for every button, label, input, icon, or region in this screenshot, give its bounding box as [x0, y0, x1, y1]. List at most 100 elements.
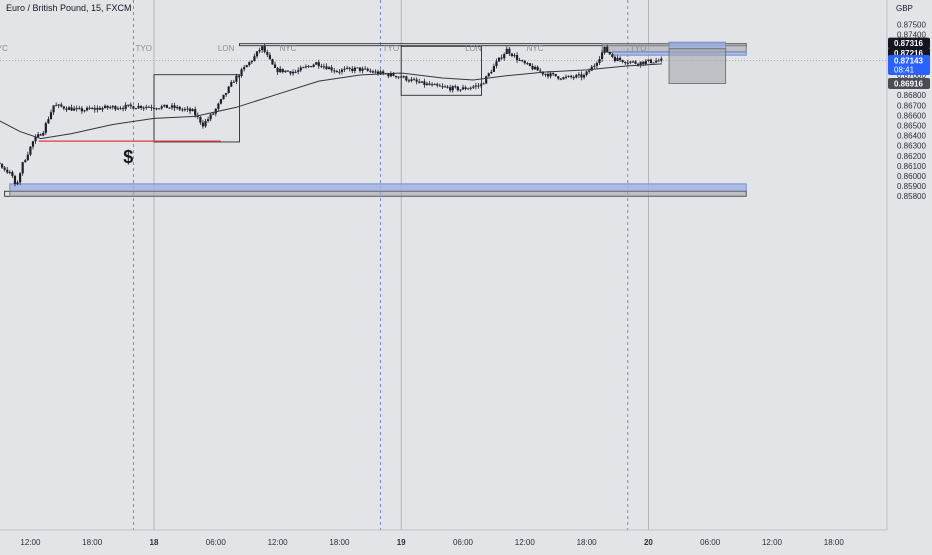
x-tick-label: 12:00 — [268, 538, 289, 547]
currency-label: GBP — [896, 4, 913, 13]
candle-body — [474, 85, 477, 87]
candle-body — [459, 89, 462, 91]
price-tag — [888, 55, 930, 76]
x-tick-label: 19 — [397, 538, 406, 547]
candle-body — [467, 88, 470, 90]
candle-body — [114, 106, 117, 110]
x-tick-label: 06:00 — [453, 538, 474, 547]
y-tick-label: 0.87000 — [897, 71, 926, 80]
candle-body — [122, 108, 125, 110]
candle-body — [245, 65, 248, 68]
candle-body — [492, 66, 495, 72]
candle-body — [85, 107, 89, 111]
zone-blue — [9, 183, 747, 192]
candle-body — [652, 62, 655, 64]
candle-body — [11, 171, 14, 176]
candle-body — [91, 108, 94, 110]
candle-body — [75, 108, 78, 110]
candle-body — [436, 84, 439, 86]
candle-body — [582, 75, 586, 78]
candle-body — [39, 134, 42, 136]
candle-body — [255, 51, 259, 57]
candle-body — [590, 66, 593, 71]
candle-body — [37, 134, 40, 138]
candle-body — [49, 112, 53, 120]
candle-body — [510, 53, 514, 56]
candle-body — [188, 108, 192, 112]
candle-body — [446, 86, 449, 88]
candle-body — [487, 73, 490, 77]
candle-body — [546, 73, 550, 77]
candle-body — [495, 61, 498, 67]
x-tick-label: 18:00 — [82, 538, 103, 547]
candle-body — [624, 62, 627, 64]
candle-body — [338, 71, 341, 73]
plot-layer: $ NYC TYO LON NYC TYO LON NYC TYO — [0, 0, 887, 530]
candle-body — [276, 67, 279, 73]
candle-body — [52, 105, 55, 113]
candle-body — [328, 67, 331, 70]
candle-body — [382, 71, 385, 74]
candle-body — [508, 48, 511, 54]
candle-body — [552, 73, 555, 75]
candle-body — [526, 63, 529, 65]
candle-body — [485, 76, 488, 84]
candle-body — [80, 108, 83, 112]
candle-body — [235, 75, 238, 82]
candle-body — [93, 108, 96, 110]
candle-body — [629, 61, 632, 63]
candle-body — [8, 171, 11, 173]
candle-body — [96, 107, 99, 110]
y-tick-label: 0.86000 — [897, 172, 926, 181]
session-label: TYO — [135, 44, 151, 53]
candle-body — [304, 66, 308, 68]
candle-body — [415, 79, 418, 82]
x-tick-label: 18 — [150, 538, 159, 547]
candle-body — [472, 86, 475, 88]
y-tick-label: 0.85900 — [897, 182, 926, 191]
candle-body — [60, 104, 63, 107]
candle-body — [3, 167, 6, 170]
candle-body — [392, 73, 395, 76]
candle-body — [206, 119, 210, 122]
candle-body — [137, 105, 140, 109]
x-tick-label: 18:00 — [329, 538, 350, 547]
candle-body — [70, 107, 73, 111]
candle-body — [6, 169, 9, 173]
candle-body — [647, 59, 650, 62]
candle-body — [155, 108, 158, 110]
candle-body — [600, 52, 604, 60]
candle-body — [67, 107, 71, 110]
candle-body — [639, 61, 642, 65]
candle-body — [250, 60, 253, 63]
candle-body — [320, 66, 323, 68]
candle-body — [518, 60, 521, 62]
candle-body — [212, 113, 215, 115]
candle-body — [232, 81, 235, 83]
candle-body — [451, 86, 454, 91]
candle-body — [642, 61, 645, 65]
candle-body — [351, 68, 354, 71]
candle-body — [588, 70, 591, 72]
candle-body — [132, 106, 135, 109]
candle-body — [181, 109, 184, 111]
candle-body — [315, 62, 318, 65]
candle-body — [158, 108, 161, 110]
candle-body — [655, 60, 658, 63]
candle-body — [62, 106, 65, 109]
candle-body — [140, 105, 143, 108]
candle-body — [284, 70, 287, 73]
moving-average-line — [0, 63, 662, 140]
candle-body — [147, 106, 150, 108]
candle-body — [268, 54, 271, 60]
candle-body — [469, 87, 472, 89]
candle-body — [230, 82, 233, 87]
candle-body — [611, 54, 614, 57]
session-label: NYC — [0, 44, 8, 53]
candle-body — [214, 108, 217, 114]
candle-body — [513, 55, 516, 57]
session-label: LON — [218, 44, 235, 53]
candle-body — [410, 79, 413, 81]
